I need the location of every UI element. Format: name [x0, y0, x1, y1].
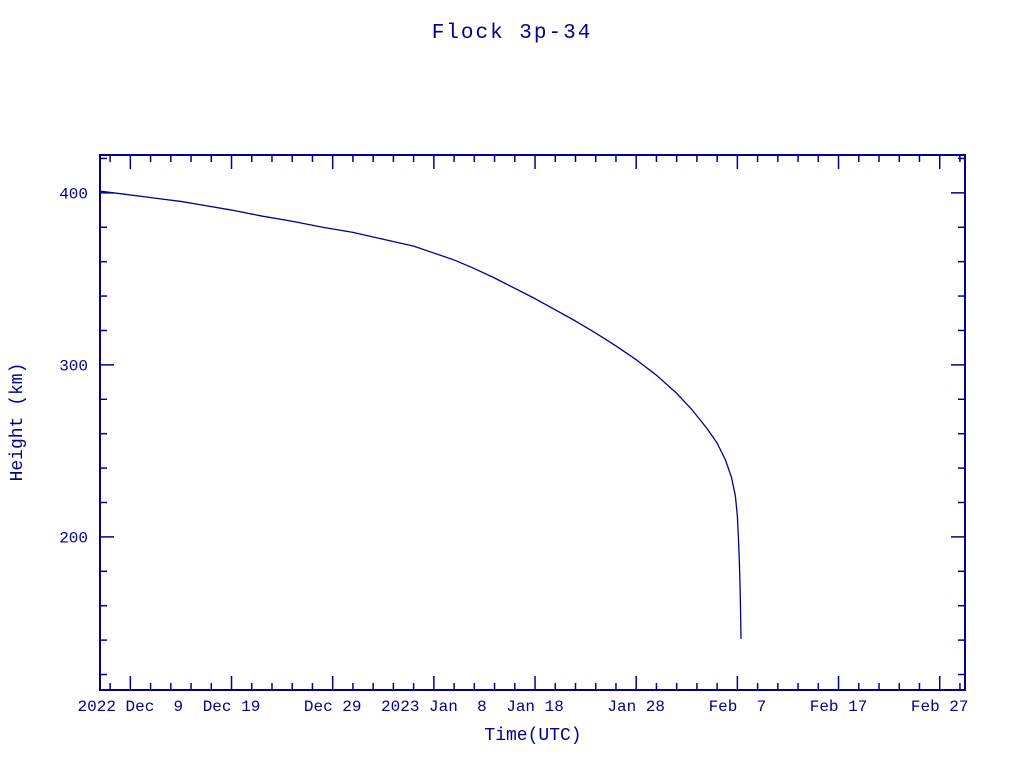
y-tick-label: 400: [59, 185, 88, 203]
x-tick-label: 2023 Jan 8: [381, 698, 487, 716]
x-tick-label: Jan 28: [607, 698, 665, 716]
x-tick-label: Feb 7: [709, 698, 767, 716]
height-curve: [99, 190, 742, 640]
x-tick-label: 2022 Dec 9: [78, 698, 184, 716]
x-tick-label: Feb 17: [810, 698, 868, 716]
x-tick-label: Feb 27: [911, 698, 969, 716]
x-tick-label: Jan 18: [506, 698, 564, 716]
plot-frame: [99, 154, 966, 691]
x-axis-label: Time(UTC): [484, 726, 581, 746]
y-tick-label: 200: [59, 529, 88, 547]
chart-title: Flock 3p-34: [432, 22, 593, 45]
x-tick-label: Dec 19: [203, 698, 261, 716]
plot-area: 2022 Dec 9 Dec 19 Dec 29 2023 Jan 8 Jan 18 Ja…: [59, 154, 969, 716]
y-tick-label: 300: [59, 357, 88, 375]
y-axis-label: Height (km): [8, 363, 28, 482]
x-tick-label: Dec 29: [304, 698, 362, 716]
